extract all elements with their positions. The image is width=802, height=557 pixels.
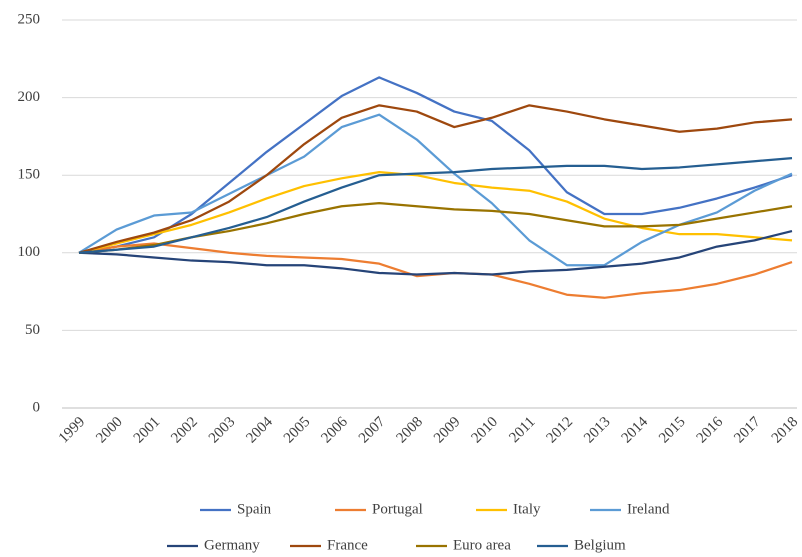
x-tick-label: 2015 — [656, 414, 689, 447]
x-tick-label: 2001 — [131, 414, 164, 447]
y-tick-label: 0 — [33, 399, 41, 415]
x-tick-label: 2016 — [694, 414, 727, 447]
x-tick-label: 2006 — [318, 414, 351, 447]
x-tick-label: 2007 — [356, 414, 389, 447]
x-tick-label: 2018 — [769, 414, 802, 447]
y-tick-label: 200 — [18, 89, 41, 105]
x-tick-label: 2002 — [168, 414, 201, 447]
x-tick-label: 2005 — [281, 414, 314, 447]
x-tick-label: 2008 — [393, 414, 426, 447]
x-tick-label: 2017 — [731, 414, 764, 447]
x-tick-label: 2000 — [93, 414, 126, 447]
x-tick-label: 2003 — [206, 414, 239, 447]
x-tick-label: 2013 — [581, 414, 614, 447]
series-line — [78, 202, 793, 254]
y-tick-label: 50 — [25, 322, 40, 338]
x-tick-label: 2012 — [544, 414, 577, 447]
y-tick-label: 250 — [18, 11, 41, 27]
legend-label: Belgium — [574, 537, 626, 553]
x-tick-label: 2010 — [469, 414, 502, 447]
y-tick-label: 150 — [18, 167, 41, 183]
series-line — [78, 242, 793, 299]
series-line — [78, 104, 793, 254]
series-line — [78, 113, 793, 267]
legend-label: Spain — [237, 501, 272, 517]
legend-label: Portugal — [372, 501, 423, 517]
y-tick-label: 100 — [18, 244, 41, 260]
x-tick-label: 2011 — [506, 414, 538, 446]
series-line — [78, 157, 793, 254]
x-tick-label: 1999 — [56, 414, 89, 447]
legend-label: Italy — [513, 501, 541, 517]
legend-label: Germany — [204, 537, 260, 553]
series-line — [78, 229, 793, 276]
series-line — [78, 170, 793, 254]
x-tick-label: 2004 — [243, 414, 276, 447]
legend-label: France — [327, 537, 368, 553]
legend-label: Ireland — [627, 501, 670, 517]
x-tick-label: 2014 — [619, 414, 652, 447]
legend-label: Euro area — [453, 537, 511, 553]
x-tick-label: 2009 — [431, 414, 464, 447]
